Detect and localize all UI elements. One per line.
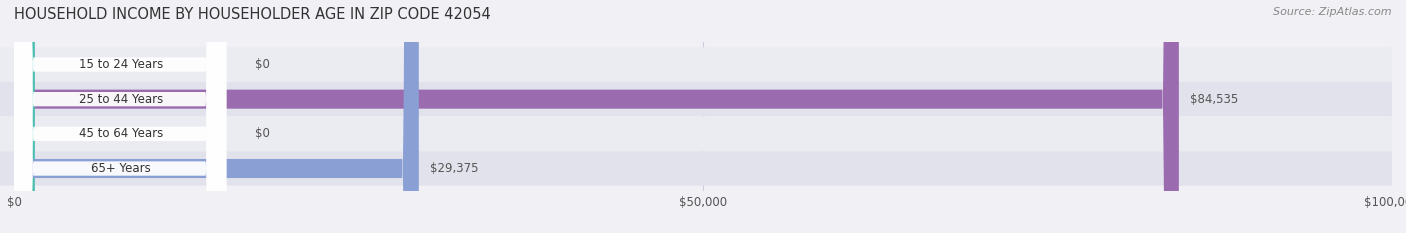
- FancyBboxPatch shape: [13, 0, 226, 233]
- FancyBboxPatch shape: [14, 0, 35, 233]
- Text: $0: $0: [256, 58, 270, 71]
- FancyBboxPatch shape: [13, 0, 226, 233]
- FancyBboxPatch shape: [13, 0, 226, 233]
- Text: $29,375: $29,375: [430, 162, 478, 175]
- Text: $0: $0: [256, 127, 270, 140]
- Text: 15 to 24 Years: 15 to 24 Years: [79, 58, 163, 71]
- Text: 25 to 44 Years: 25 to 44 Years: [79, 93, 163, 106]
- FancyBboxPatch shape: [14, 0, 1178, 233]
- Text: HOUSEHOLD INCOME BY HOUSEHOLDER AGE IN ZIP CODE 42054: HOUSEHOLD INCOME BY HOUSEHOLDER AGE IN Z…: [14, 7, 491, 22]
- Text: Source: ZipAtlas.com: Source: ZipAtlas.com: [1274, 7, 1392, 17]
- Text: 45 to 64 Years: 45 to 64 Years: [79, 127, 163, 140]
- FancyBboxPatch shape: [0, 151, 1392, 186]
- FancyBboxPatch shape: [0, 117, 1392, 151]
- Text: $84,535: $84,535: [1189, 93, 1239, 106]
- Text: 65+ Years: 65+ Years: [91, 162, 150, 175]
- FancyBboxPatch shape: [13, 0, 226, 233]
- FancyBboxPatch shape: [0, 82, 1392, 116]
- FancyBboxPatch shape: [0, 47, 1392, 82]
- FancyBboxPatch shape: [14, 0, 35, 233]
- FancyBboxPatch shape: [14, 0, 419, 233]
